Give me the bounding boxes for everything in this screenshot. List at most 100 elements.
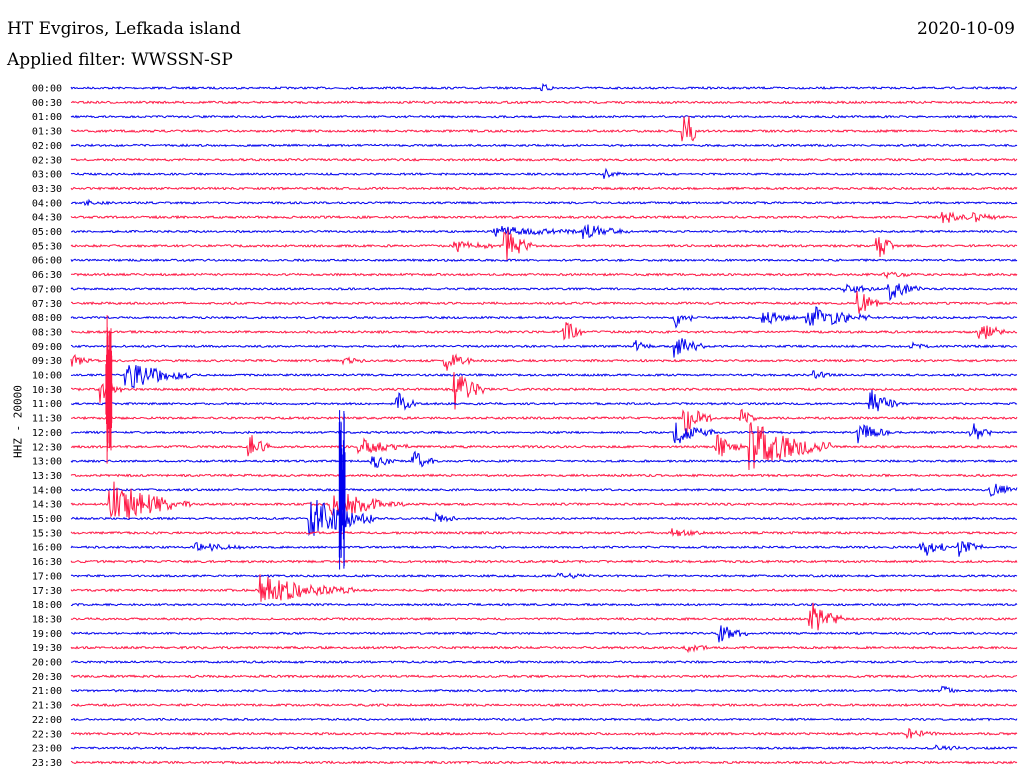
trace-line — [70, 143, 1018, 148]
row-label: 23:00 — [32, 744, 62, 755]
trace-line — [70, 625, 1018, 643]
trace-line — [70, 572, 1018, 579]
row-label: 01:30 — [32, 127, 62, 138]
trace-line — [70, 271, 1018, 280]
trace-line — [70, 322, 1018, 341]
row-label: 05:30 — [32, 241, 62, 252]
event-burst — [105, 315, 113, 464]
trace-line — [70, 744, 1018, 751]
trace-line — [70, 702, 1018, 708]
trace-line — [70, 82, 1018, 92]
trace-line — [70, 685, 1017, 693]
trace-line — [70, 224, 1018, 240]
trace-line — [70, 211, 1018, 224]
row-label: 02:30 — [32, 155, 62, 166]
trace-line — [70, 499, 1018, 537]
row-labels: 00:00 00:30 01:00 01:30 02:00 02:30 03:00 03:30… — [32, 84, 62, 769]
trace-line — [70, 229, 1018, 261]
row-label: 19:30 — [32, 643, 62, 654]
trace-line — [70, 574, 1018, 602]
row-label: 04:30 — [32, 213, 62, 224]
event-burst — [338, 410, 346, 570]
trace-line — [70, 258, 1018, 263]
row-label: 08:30 — [32, 327, 62, 338]
trace-line — [70, 290, 1018, 314]
row-label: 11:00 — [32, 399, 62, 410]
row-label: 01:00 — [32, 112, 62, 123]
row-label: 17:00 — [32, 571, 62, 582]
row-label: 09:30 — [32, 356, 62, 367]
row-label: 02:00 — [32, 141, 62, 152]
row-label: 21:00 — [32, 686, 62, 697]
trace-line — [70, 481, 1018, 520]
row-label: 05:00 — [32, 227, 62, 238]
trace-line — [70, 306, 1018, 329]
row-label: 15:00 — [32, 514, 62, 525]
row-label: 20:00 — [32, 658, 62, 669]
row-label: 10:30 — [32, 385, 62, 396]
trace-line — [70, 186, 1018, 191]
traces — [70, 82, 1018, 765]
row-label: 13:00 — [32, 457, 62, 468]
row-label: 14:00 — [32, 485, 62, 496]
row-label: 11:30 — [32, 414, 62, 425]
trace-line — [70, 483, 1018, 497]
trace-line — [70, 660, 1018, 664]
row-label: 00:30 — [32, 98, 62, 109]
row-label: 04:00 — [32, 198, 62, 209]
filter-label: Applied filter: WWSSN-SP — [7, 50, 233, 70]
row-label: 06:30 — [32, 270, 62, 281]
trace-line — [70, 372, 1018, 410]
row-label: 21:30 — [32, 701, 62, 712]
row-label: 19:00 — [32, 629, 62, 640]
trace-line — [70, 602, 1018, 607]
trace-line — [71, 408, 1018, 435]
row-label: 13:30 — [32, 471, 62, 482]
row-label: 23:30 — [32, 758, 62, 769]
row-label: 06:00 — [32, 256, 62, 267]
trace-line — [70, 198, 1018, 207]
trace-line — [70, 717, 1018, 722]
row-label: 07:00 — [32, 284, 62, 295]
trace-line — [70, 353, 1018, 371]
trace-line — [70, 422, 1018, 471]
trace-line — [71, 100, 1018, 105]
row-label: 22:00 — [32, 715, 62, 726]
row-label: 03:00 — [32, 170, 62, 181]
row-label: 20:30 — [32, 672, 62, 683]
row-label: 10:00 — [32, 371, 62, 382]
trace-line — [70, 389, 1018, 412]
trace-line — [70, 674, 1018, 679]
row-label: 00:00 — [32, 84, 62, 95]
trace-line — [70, 450, 1018, 468]
trace-line — [70, 365, 1018, 389]
row-label: 14:30 — [32, 500, 62, 511]
row-label: 18:30 — [32, 614, 62, 625]
row-label: 22:30 — [32, 729, 62, 740]
row-label: 12:00 — [32, 428, 62, 439]
row-label: 03:30 — [32, 184, 62, 195]
trace-line — [70, 115, 1018, 142]
row-label: 16:00 — [32, 543, 62, 554]
row-label: 07:30 — [32, 299, 62, 310]
trace-line — [70, 541, 1018, 557]
row-label: 12:30 — [32, 442, 62, 453]
trace-line — [70, 167, 1017, 179]
trace-line — [70, 157, 1018, 162]
trace-line — [70, 602, 1018, 631]
trace-line — [70, 422, 1018, 444]
trace-line — [70, 644, 1018, 654]
trace-line — [70, 114, 1018, 119]
trace-line — [70, 727, 1018, 740]
row-label: 08:00 — [32, 313, 62, 324]
trace-line — [70, 559, 1018, 564]
row-label: 17:30 — [32, 586, 62, 597]
station-title: HT Evgiros, Lefkada island — [7, 19, 241, 39]
trace-line — [70, 473, 1018, 478]
trace-line — [70, 338, 1018, 358]
trace-line — [70, 760, 1018, 765]
trace-line — [70, 283, 1018, 302]
row-label: 18:00 — [32, 600, 62, 611]
row-label: 16:30 — [32, 557, 62, 568]
